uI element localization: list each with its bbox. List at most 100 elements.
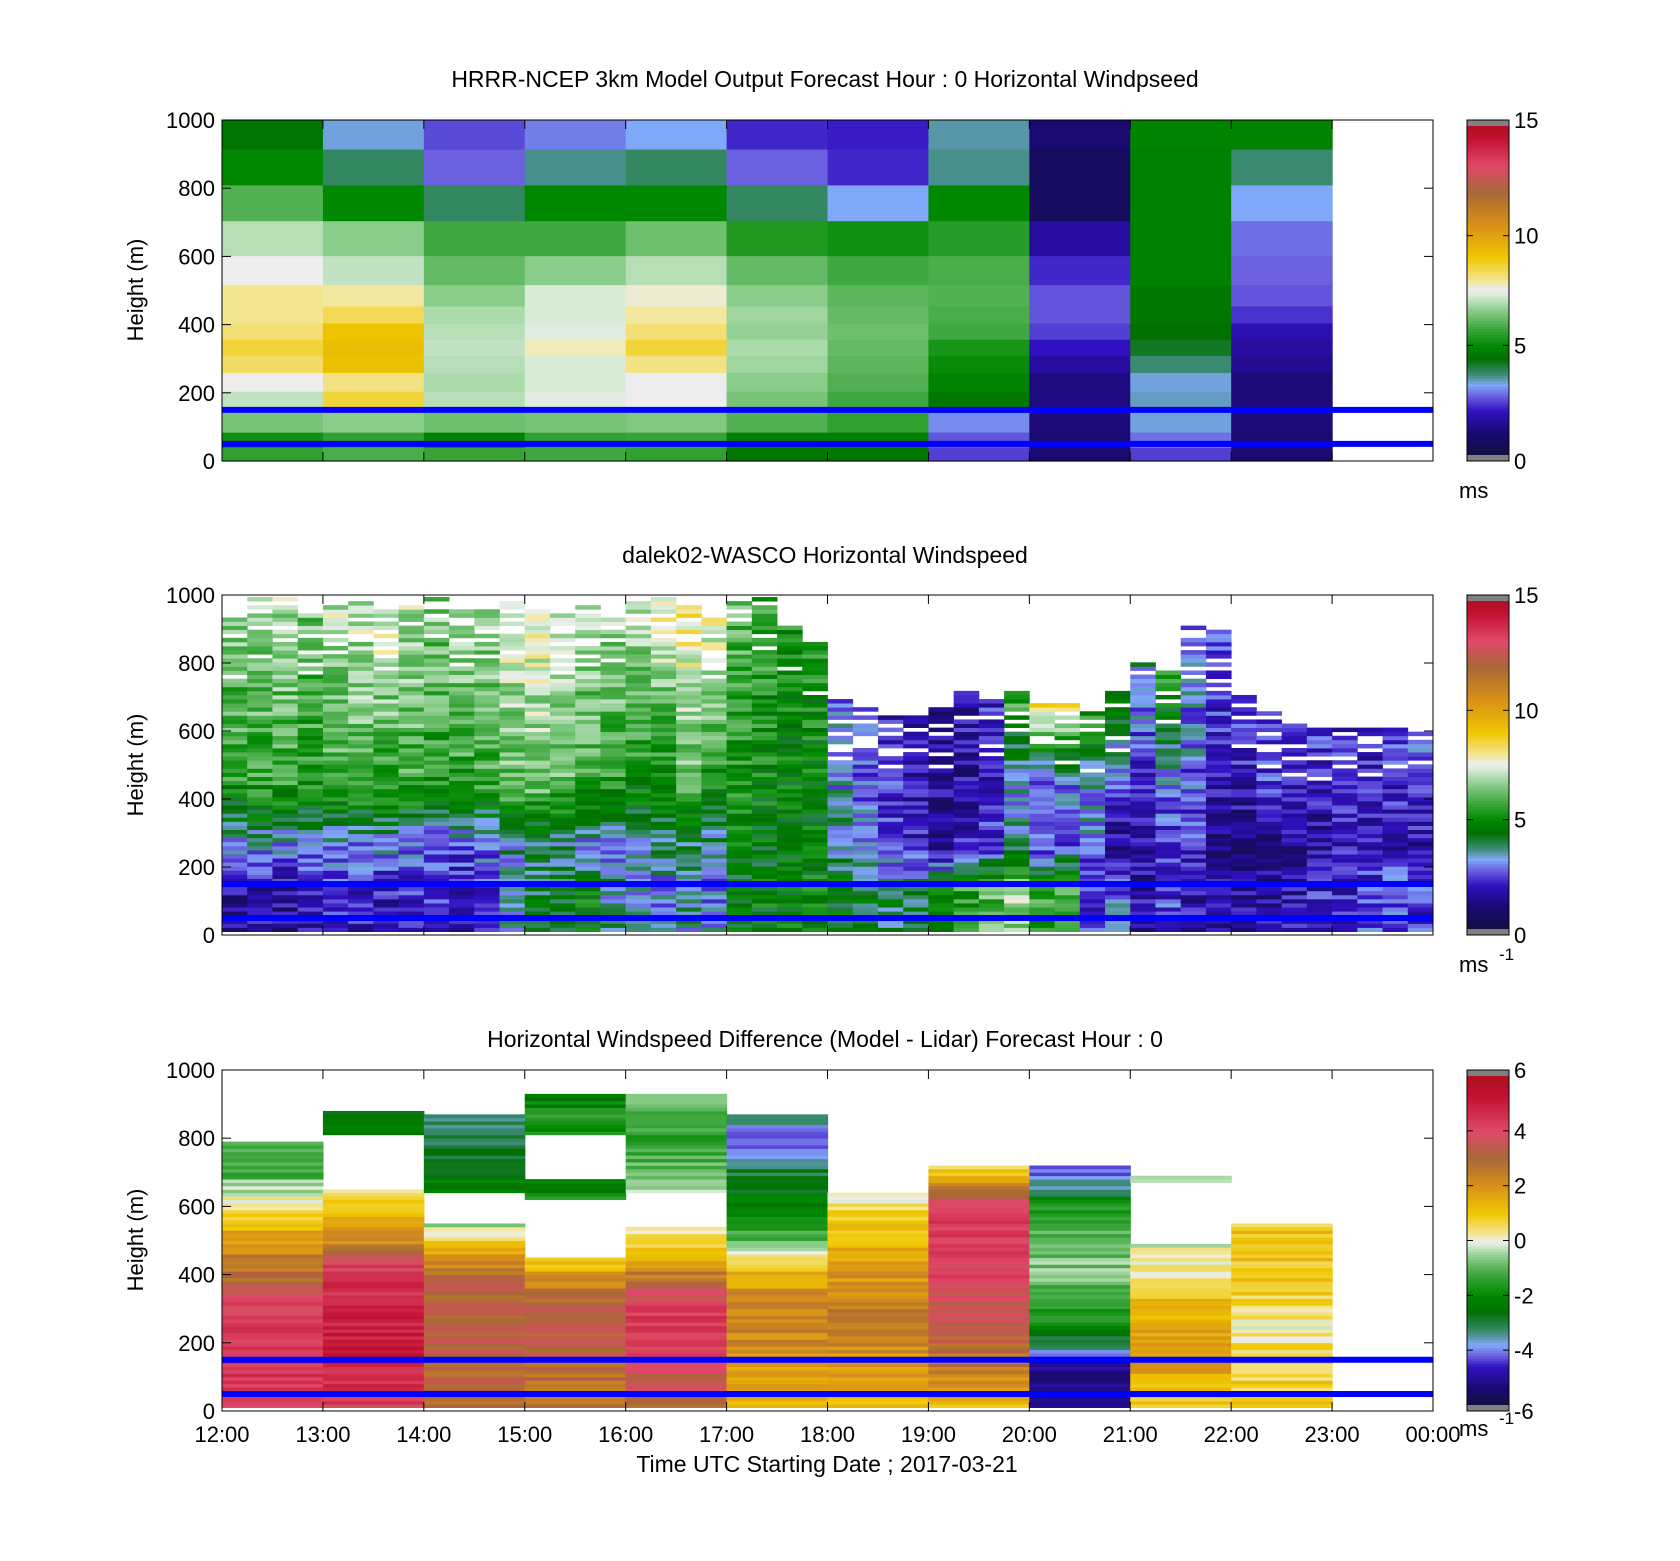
heatmap-cell [423,690,450,696]
heatmap-cell [701,866,727,871]
heatmap-cell [1382,894,1409,900]
heatmap-cell [827,825,854,830]
heatmap-cell [449,923,475,928]
heatmap-cell [1382,817,1409,822]
heatmap-cell [978,813,1005,818]
heatmap-cell [978,854,1005,859]
heatmap-cell [499,862,526,867]
heatmap-cell [222,821,248,826]
heatmap-cell [600,674,627,680]
heatmap-cell [827,1209,930,1214]
colorbar-segment [1467,433,1509,437]
heatmap-cell [1357,854,1383,859]
heatmap-cell [676,715,702,720]
heatmap-cell [600,825,627,830]
heatmap-cell [1231,1278,1333,1282]
heatmap-cell [1180,862,1207,867]
heatmap-cell [1231,854,1257,859]
colorbar-tick-label: 2 [1514,1174,1526,1199]
heatmap-cell [1407,841,1434,847]
heatmap-cell [575,764,601,769]
heatmap-cell [777,731,803,737]
heatmap-cell [1306,870,1333,875]
heatmap-cell [650,637,677,643]
colorbar-segment [1467,803,1509,807]
heatmap-cell [1180,780,1207,786]
heatmap-cell [600,878,627,884]
colorbar-segment [1467,1215,1509,1220]
heatmap-cell [373,878,400,884]
heatmap-cell [777,699,803,704]
heatmap-cell [222,841,248,847]
heatmap-cell [1029,1366,1131,1371]
colorbar-segment [1467,1210,1509,1214]
heatmap-cell [1029,1267,1131,1272]
colorbar-segment [1467,375,1509,379]
heatmap-cell [625,1400,728,1405]
heatmap-cell [877,837,904,843]
heatmap-cell [524,764,551,769]
heatmap-cell [701,841,727,847]
heatmap-cell [1332,874,1358,879]
heatmap-cell [1130,1250,1232,1255]
heatmap-cell [1130,772,1156,777]
heatmap-cell [1029,1281,1131,1286]
heatmap-cell [726,723,753,728]
heatmap-cell [549,845,576,851]
heatmap-cell [625,625,652,631]
heatmap-cell [978,862,1005,867]
heatmap-cell [222,854,248,859]
heatmap-cell [499,756,526,761]
heatmap-cell [1029,1230,1131,1235]
heatmap-cell [1180,907,1207,912]
colorbar-segment [1467,724,1509,728]
colorbar-segment [1467,636,1509,640]
heatmap-cell [1332,911,1358,916]
heatmap-cell [297,699,324,704]
heatmap-cell [575,633,601,639]
heatmap-cell [1054,723,1081,728]
heatmap-cell [1105,743,1131,749]
heatmap-cell [247,715,273,720]
heatmap-cell [600,898,627,904]
heatmap-cell [549,788,576,794]
heatmap-cell [852,841,879,847]
heatmap-cell [322,801,349,806]
heatmap-cell [423,412,526,433]
heatmap-cell [1130,731,1156,737]
heatmap-cell [272,776,299,782]
heatmap-cell [222,1216,324,1221]
colorbar-segment [1467,907,1509,911]
heatmap-cell [1029,1172,1131,1177]
heatmap-cell [600,723,627,728]
heatmap-cell [1130,1353,1232,1357]
heatmap-cell [322,1257,425,1262]
heatmap-cell [423,817,450,822]
heatmap-cell [1079,743,1106,749]
heatmap-cell [1382,748,1409,753]
heatmap-cell [1029,1322,1131,1327]
heatmap-cell [726,1127,829,1132]
heatmap-cell [1382,796,1409,802]
heatmap-cell [247,898,273,904]
heatmap-cell [625,1230,728,1235]
heatmap-cell [272,748,299,753]
heatmap-cell [449,760,475,765]
heatmap-cell [726,1206,829,1211]
heatmap-cell [1130,776,1156,782]
heatmap-cell [1004,845,1030,851]
heatmap-cell [247,833,273,839]
heatmap-cell [701,641,727,647]
heatmap-cell [1231,1295,1333,1299]
heatmap-cell [701,792,727,798]
heatmap-cell [423,1260,526,1265]
heatmap-cell [474,731,500,737]
heatmap-cell [524,1387,627,1391]
heatmap-cell [524,184,627,222]
heatmap-cell [524,621,551,626]
heatmap-cell [322,1260,425,1265]
heatmap-cell [499,907,526,912]
heatmap-cell [1130,690,1156,696]
heatmap-cell [1004,801,1030,806]
colorbar-segment [1467,844,1509,848]
